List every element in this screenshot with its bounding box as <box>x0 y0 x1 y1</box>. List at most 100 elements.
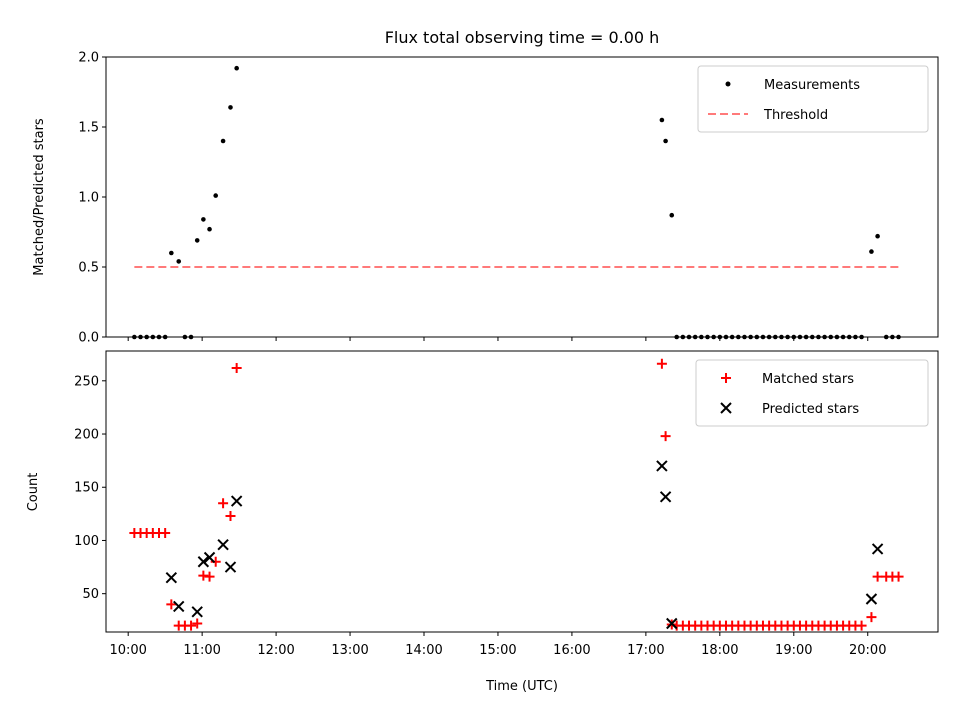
measurement-point <box>162 334 168 340</box>
measurement-point <box>809 334 815 340</box>
predicted-star-point <box>203 551 216 564</box>
x-tick-label: 11:00 <box>183 643 220 658</box>
measurement-point <box>846 334 852 340</box>
predicted-star-point <box>656 460 668 472</box>
legend-marker-matched <box>721 373 731 383</box>
measurement-point <box>234 65 239 71</box>
measurement-point <box>132 334 137 340</box>
measurement-point <box>853 334 858 340</box>
measurement-point <box>859 334 864 340</box>
matched-star-point <box>231 363 242 374</box>
measurement-point <box>150 334 156 340</box>
measurement-point <box>816 334 821 340</box>
predicted-star-point <box>191 606 203 618</box>
matched-star-point <box>866 612 877 623</box>
predicted-star-point <box>217 539 229 551</box>
measurement-point <box>138 334 143 340</box>
measurement-point <box>772 334 778 340</box>
y-tick-label: 1.0 <box>78 191 99 206</box>
measurement-point <box>729 334 735 340</box>
predicted-star-point <box>666 617 678 630</box>
matched-star-point <box>166 599 177 610</box>
measurement-point <box>680 334 686 340</box>
measurement-point <box>822 334 827 340</box>
legend-label: Matched stars <box>762 372 854 387</box>
measurement-point <box>890 334 895 340</box>
matched-star-point <box>210 556 221 567</box>
x-tick-label: 10:00 <box>109 643 146 658</box>
measurement-point <box>201 217 206 222</box>
x-tick-label: 16:00 <box>553 643 590 658</box>
predicted-star-point <box>173 600 185 613</box>
legend-label: Measurements <box>764 78 860 93</box>
measurement-point <box>742 334 747 340</box>
measurement-point <box>754 334 760 340</box>
y-tick-label: 0.0 <box>78 331 99 346</box>
y-tick-label: 150 <box>74 481 99 496</box>
measurement-point <box>736 334 741 340</box>
measurement-point <box>686 334 692 340</box>
y-tick-label: 0.5 <box>78 261 99 276</box>
legend-label: Predicted stars <box>762 402 859 417</box>
predicted-star-point <box>871 543 884 555</box>
y-tick-label: 200 <box>74 428 99 443</box>
measurement-point <box>176 259 182 264</box>
predicted-star-point <box>165 572 178 584</box>
measurement-point <box>711 334 716 340</box>
y-tick-label: 250 <box>74 374 99 389</box>
measurement-point <box>869 249 874 254</box>
measurement-point <box>144 334 149 340</box>
measurement-point <box>663 138 668 144</box>
matched-star-point <box>192 618 203 629</box>
plot-frame <box>105 350 939 633</box>
x-tick-label: 19:00 <box>775 643 812 658</box>
measurement-point <box>723 334 729 340</box>
matched-star-point <box>856 620 867 631</box>
measurement-point <box>182 334 188 340</box>
x-tick-label: 17:00 <box>627 643 664 658</box>
measurement-point <box>659 117 665 123</box>
y-tick-label: 2.0 <box>78 51 99 66</box>
measurement-point <box>194 238 200 243</box>
matched-star-point <box>872 571 883 582</box>
y-tick-label: 50 <box>82 587 99 602</box>
measurement-point <box>213 193 219 198</box>
predicted-star-point <box>659 491 672 503</box>
measurement-point <box>692 334 698 340</box>
predicted-star-point <box>197 556 210 568</box>
measurement-point <box>669 212 675 218</box>
measurement-point <box>834 334 840 340</box>
measurement-point <box>717 334 723 340</box>
legend-box <box>697 65 929 133</box>
measurement-point <box>674 334 679 340</box>
measurement-point <box>828 334 834 340</box>
measurement-point <box>748 334 753 340</box>
measurement-point <box>896 334 901 340</box>
measurement-point <box>705 334 710 340</box>
measurement-point <box>228 105 233 110</box>
measurement-point <box>207 226 212 232</box>
x-tick-label: 15:00 <box>479 643 516 658</box>
bottom-panel: 50 100 150 200 250 10:00 11:00 12:00 13:00 14:00 1… <box>74 350 939 658</box>
measurement-point <box>156 334 162 340</box>
x-tick-label: 20:00 <box>849 643 886 658</box>
measurement-point <box>883 334 889 340</box>
predicted-star-point <box>865 593 878 605</box>
top-panel: 0.0 0.5 1.0 1.5 2.0 Measurements Threshold <box>78 51 939 346</box>
matched-star-point <box>225 510 236 521</box>
chart-title: Flux total observing time = 0.00 h <box>385 28 660 47</box>
legend-label: Threshold <box>763 108 828 123</box>
y-tick-label: 100 <box>74 534 99 549</box>
measurement-point <box>220 138 226 144</box>
measurement-point <box>779 334 784 340</box>
matched-star-point <box>198 570 209 581</box>
measurement-point <box>791 334 797 340</box>
x-axis-label: Time (UTC) <box>485 679 558 694</box>
matched-star-point <box>186 620 197 631</box>
predicted-star-point <box>224 561 237 573</box>
matched-star-point <box>656 358 667 369</box>
predicted-star-point <box>230 495 243 507</box>
matched-star-point <box>660 431 671 442</box>
matched-star-point <box>218 498 229 509</box>
